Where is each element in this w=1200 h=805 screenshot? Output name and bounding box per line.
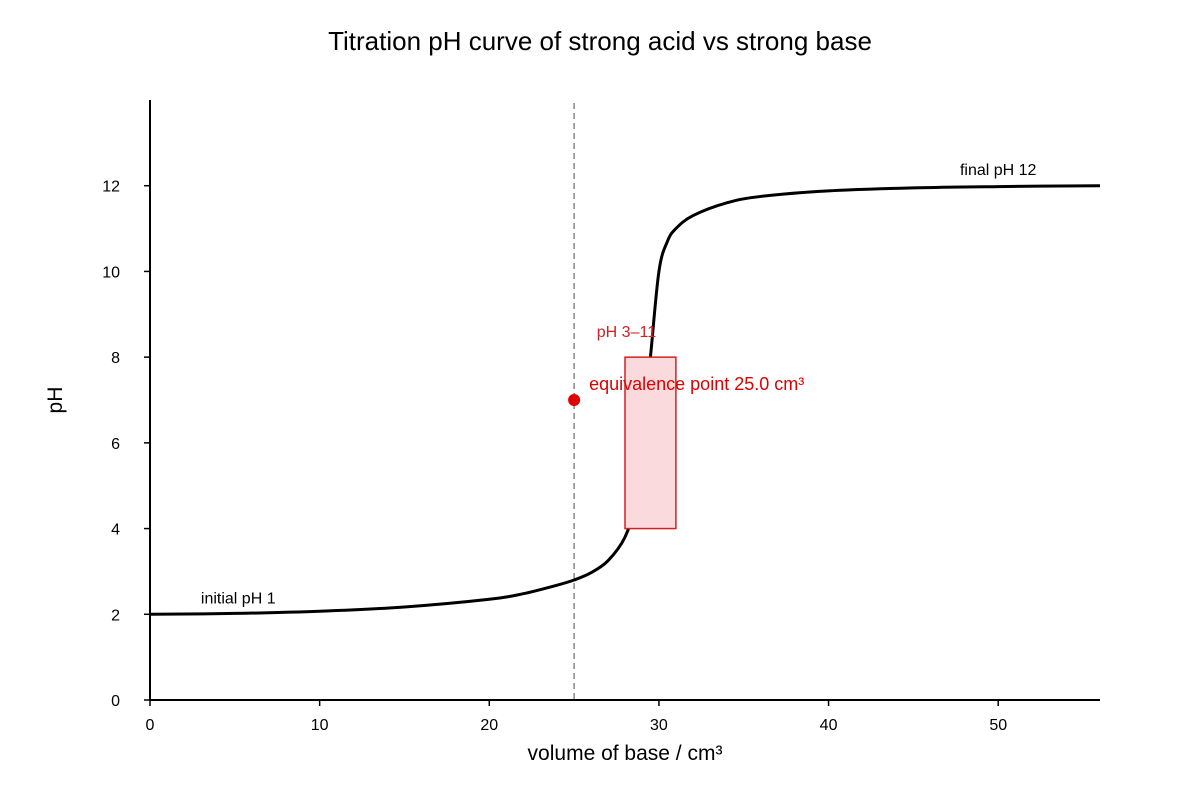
y-tick-label: 8 — [111, 350, 120, 367]
annotation-label: final pH 12 — [960, 162, 1037, 179]
annotation-label: initial pH 1 — [201, 591, 276, 608]
y-tick-label: 4 — [111, 522, 120, 539]
plot-area: 0 10 20 30 40 50 0 2 4 6 8 10 12 pH 3–11 equivalence p… — [102, 100, 1101, 734]
chart-title: Titration pH curve of strong acid vs str… — [328, 26, 872, 56]
indicator-range-label: pH 3–11 — [597, 324, 656, 341]
y-tick-label: 12 — [102, 179, 120, 196]
x-tick-label: 50 — [989, 717, 1007, 734]
x-tick-label: 0 — [146, 717, 155, 734]
y-tick-label: 2 — [111, 607, 120, 624]
x-axis-label: volume of base / cm³ — [528, 742, 723, 765]
equivalence-point-label: equivalence point 25.0 cm³ — [589, 374, 804, 394]
x-tick-label: 10 — [311, 717, 329, 734]
x-tick-label: 40 — [820, 717, 838, 734]
y-axis-label: pH — [44, 387, 67, 414]
y-tick-label: 10 — [102, 264, 120, 281]
x-tick-label: 20 — [480, 717, 498, 734]
equivalence-point-marker — [568, 394, 581, 406]
x-tick-label: 30 — [650, 717, 668, 734]
indicator-range-box — [624, 356, 677, 530]
y-tick-label: 0 — [111, 693, 120, 710]
y-tick-label: 6 — [111, 436, 120, 453]
